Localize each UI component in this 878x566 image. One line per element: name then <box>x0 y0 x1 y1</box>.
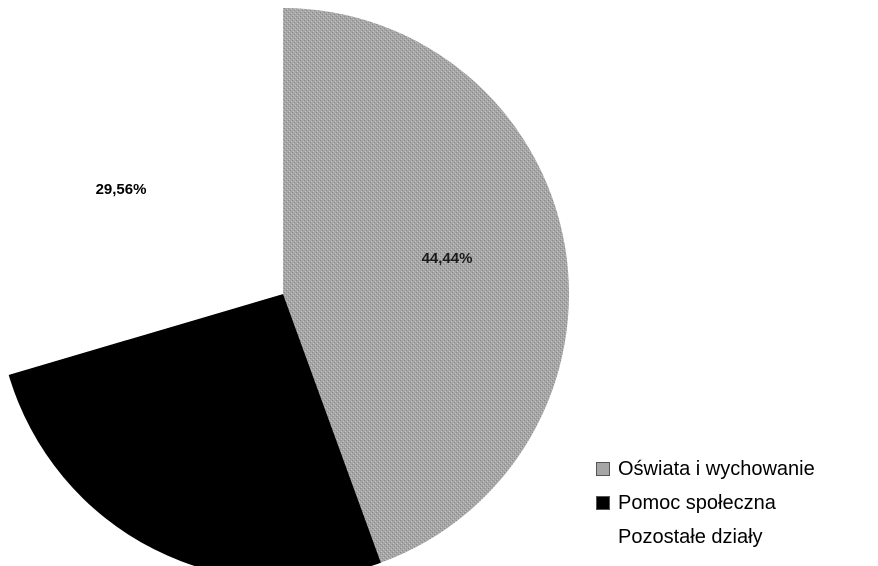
legend-item-oswiata: Oświata i wychowanie <box>596 452 815 486</box>
legend-label-oswiata: Oświata i wychowanie <box>618 457 815 480</box>
slice-pozostale <box>0 8 283 375</box>
pie-labels: 44,44% 29,56% <box>96 181 473 267</box>
legend-label-pomoc: Pomoc społeczna <box>618 491 776 514</box>
legend-item-pozostale: Pozostałe działy <box>596 520 815 554</box>
slice-label-oswiata: 44,44% <box>422 250 473 267</box>
legend-item-pomoc: Pomoc społeczna <box>596 486 815 520</box>
legend-label-pozostale: Pozostałe działy <box>618 525 763 548</box>
slice-label-pozostale: 29,56% <box>96 181 147 198</box>
slice-oswiata <box>283 8 569 563</box>
legend-swatch-pozostale <box>596 530 610 544</box>
legend: Oświata i wychowanie Pomoc społeczna Poz… <box>596 452 815 554</box>
legend-swatch-pomoc <box>596 496 610 510</box>
slice-pomoc <box>8 294 381 566</box>
legend-swatch-oswiata <box>596 462 610 476</box>
pie-slices <box>0 8 569 566</box>
